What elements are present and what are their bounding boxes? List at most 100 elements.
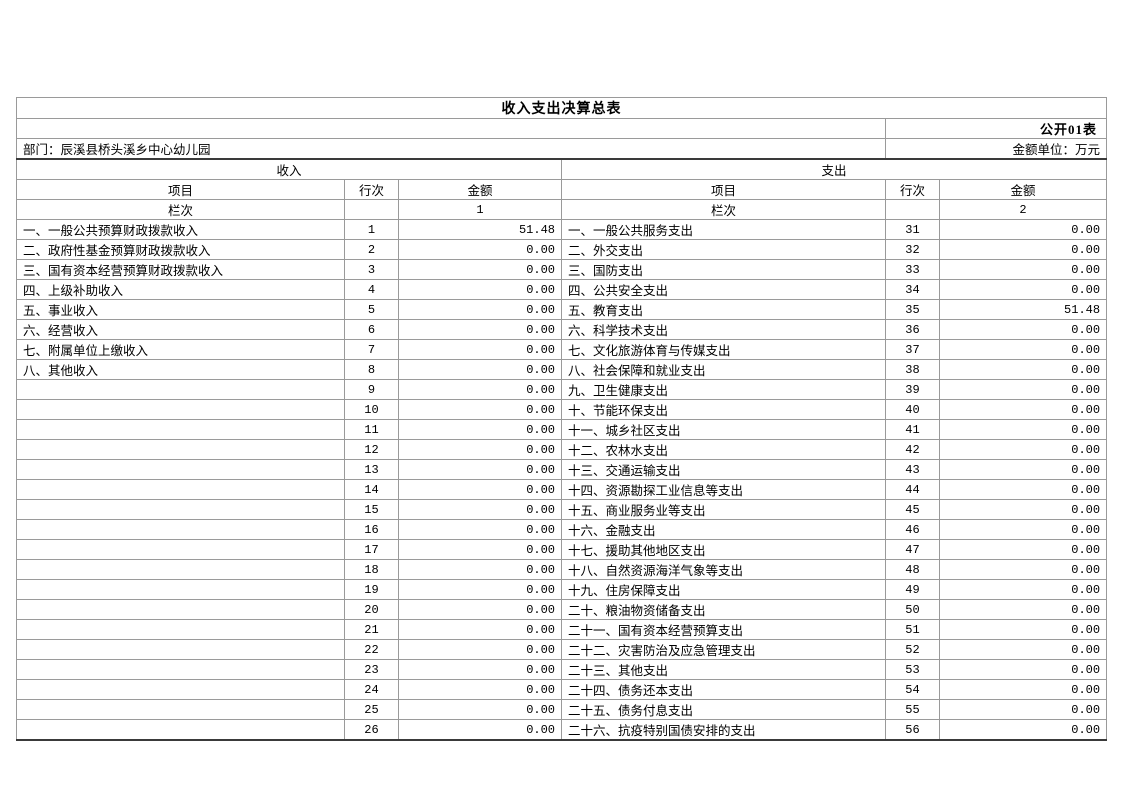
expense-line-cell: 51 xyxy=(885,619,940,640)
table-row: 22 0.00 二十二、灾害防治及应急管理支出 52 0.00 xyxy=(16,639,1108,660)
income-line-cell: 6 xyxy=(344,319,399,340)
income-line-cell: 9 xyxy=(344,379,399,400)
expense-item-cell: 七、文化旅游体育与传媒支出 xyxy=(561,339,886,360)
expense-line-cell: 42 xyxy=(885,439,940,460)
table-row: 11 0.00 十一、城乡社区支出 41 0.00 xyxy=(16,419,1108,440)
income-line-cell: 1 xyxy=(344,219,399,240)
expense-line-cell: 35 xyxy=(885,299,940,320)
income-line-cell: 15 xyxy=(344,499,399,520)
income-line-cell: 21 xyxy=(344,619,399,640)
income-column-index-label: 栏次 xyxy=(16,199,345,220)
expense-line-cell: 48 xyxy=(885,559,940,580)
expense-item-cell: 八、社会保障和就业支出 xyxy=(561,359,886,380)
expense-item-cell: 十、节能环保支出 xyxy=(561,399,886,420)
income-item-cell xyxy=(16,519,345,540)
page-title: 收入支出决算总表 xyxy=(15,97,1108,119)
table-row: 八、其他收入 8 0.00 八、社会保障和就业支出 38 0.00 xyxy=(16,359,1108,380)
income-item-cell xyxy=(16,619,345,640)
expense-line-cell: 39 xyxy=(885,379,940,400)
income-item-cell: 七、附属单位上缴收入 xyxy=(16,339,345,360)
income-line-cell: 23 xyxy=(344,659,399,680)
table-row: 五、事业收入 5 0.00 五、教育支出 35 51.48 xyxy=(16,299,1108,320)
income-line-cell: 19 xyxy=(344,579,399,600)
income-line-cell: 10 xyxy=(344,399,399,420)
table-row: 四、上级补助收入 4 0.00 四、公共安全支出 34 0.00 xyxy=(16,279,1108,300)
table-row: 17 0.00 十七、援助其他地区支出 47 0.00 xyxy=(16,539,1108,560)
expense-amount-cell: 0.00 xyxy=(938,619,1108,640)
expense-line-cell: 37 xyxy=(885,339,940,360)
income-amount-cell: 51.48 xyxy=(398,219,562,240)
table-row: 20 0.00 二十、粮油物资储备支出 50 0.00 xyxy=(16,599,1108,620)
income-item-cell xyxy=(16,419,345,440)
table-row: 16 0.00 十六、金融支出 46 0.00 xyxy=(16,519,1108,540)
income-line-cell: 17 xyxy=(344,539,399,560)
income-line-cell: 7 xyxy=(344,339,399,360)
income-amount-cell: 0.00 xyxy=(398,719,562,741)
income-item-cell xyxy=(16,459,345,480)
expense-amount-cell: 0.00 xyxy=(938,339,1108,360)
income-section-header: 收入 xyxy=(16,158,562,180)
income-amount-cell: 0.00 xyxy=(398,279,562,300)
income-item-cell xyxy=(16,679,345,700)
expense-line-cell: 43 xyxy=(885,459,940,480)
expense-item-cell: 十九、住房保障支出 xyxy=(561,579,886,600)
income-line-cell: 12 xyxy=(344,439,399,460)
table-row: 二、政府性基金预算财政拨款收入 2 0.00 二、外交支出 32 0.00 xyxy=(16,239,1108,260)
expense-line-cell: 33 xyxy=(885,259,940,280)
income-line-cell: 20 xyxy=(344,599,399,620)
expense-amount-cell: 0.00 xyxy=(938,519,1108,540)
expense-amount-cell: 0.00 xyxy=(938,459,1108,480)
income-amount-cell: 0.00 xyxy=(398,639,562,660)
expense-item-cell: 五、教育支出 xyxy=(561,299,886,320)
income-amount-cell: 0.00 xyxy=(398,539,562,560)
expense-amount-cell: 0.00 xyxy=(938,579,1108,600)
expense-line-cell: 44 xyxy=(885,479,940,500)
expense-column-index: 2 xyxy=(938,199,1108,220)
expense-line-cell: 34 xyxy=(885,279,940,300)
income-amount-cell: 0.00 xyxy=(398,679,562,700)
department-row: 部门：辰溪县桥头溪乡中心幼儿园 金额单位：万元 xyxy=(16,138,1108,160)
expense-amount-cell: 0.00 xyxy=(938,259,1108,280)
expense-item-cell: 十一、城乡社区支出 xyxy=(561,419,886,440)
income-line-cell: 3 xyxy=(344,259,399,280)
income-item-cell: 二、政府性基金预算财政拨款收入 xyxy=(16,239,345,260)
table-row: 15 0.00 十五、商业服务业等支出 45 0.00 xyxy=(16,499,1108,520)
income-item-cell xyxy=(16,599,345,620)
expense-item-cell: 四、公共安全支出 xyxy=(561,279,886,300)
table-row: 三、国有资本经营预算财政拨款收入 3 0.00 三、国防支出 33 0.00 xyxy=(16,259,1108,280)
income-item-cell xyxy=(16,659,345,680)
income-amount-cell: 0.00 xyxy=(398,459,562,480)
income-amount-header: 金额 xyxy=(398,179,562,200)
income-item-cell: 四、上级补助收入 xyxy=(16,279,345,300)
expense-item-cell: 二十三、其他支出 xyxy=(561,659,886,680)
expense-item-cell: 二十五、债务付息支出 xyxy=(561,699,886,720)
sheet-label: 公开01表 xyxy=(884,118,1108,139)
expense-amount-cell: 0.00 xyxy=(938,679,1108,700)
expense-line-cell: 56 xyxy=(885,719,940,741)
income-amount-cell: 0.00 xyxy=(398,519,562,540)
income-amount-cell: 0.00 xyxy=(398,379,562,400)
income-amount-cell: 0.00 xyxy=(398,239,562,260)
income-amount-cell: 0.00 xyxy=(398,399,562,420)
expense-amount-cell: 51.48 xyxy=(938,299,1108,320)
income-amount-cell: 0.00 xyxy=(398,659,562,680)
expense-section-header: 支出 xyxy=(560,158,1108,180)
expense-amount-cell: 0.00 xyxy=(938,379,1108,400)
expense-item-cell: 二、外交支出 xyxy=(561,239,886,260)
table-row: 七、附属单位上缴收入 7 0.00 七、文化旅游体育与传媒支出 37 0.00 xyxy=(16,339,1108,360)
expense-line-cell: 32 xyxy=(885,239,940,260)
unit-label: 金额单位：万元 xyxy=(884,138,1108,160)
expense-amount-cell: 0.00 xyxy=(938,439,1108,460)
expense-item-cell: 十二、农林水支出 xyxy=(561,439,886,460)
income-item-cell xyxy=(16,639,345,660)
income-amount-cell: 0.00 xyxy=(398,619,562,640)
expense-amount-cell: 0.00 xyxy=(938,639,1108,660)
sheet-label-row: 公开01表 xyxy=(16,118,1108,139)
expense-amount-cell: 0.00 xyxy=(938,719,1108,741)
income-line-cell: 8 xyxy=(344,359,399,380)
table-row: 12 0.00 十二、农林水支出 42 0.00 xyxy=(16,439,1108,460)
income-line-cell: 25 xyxy=(344,699,399,720)
expense-line-cell: 38 xyxy=(885,359,940,380)
expense-item-cell: 二十二、灾害防治及应急管理支出 xyxy=(561,639,886,660)
